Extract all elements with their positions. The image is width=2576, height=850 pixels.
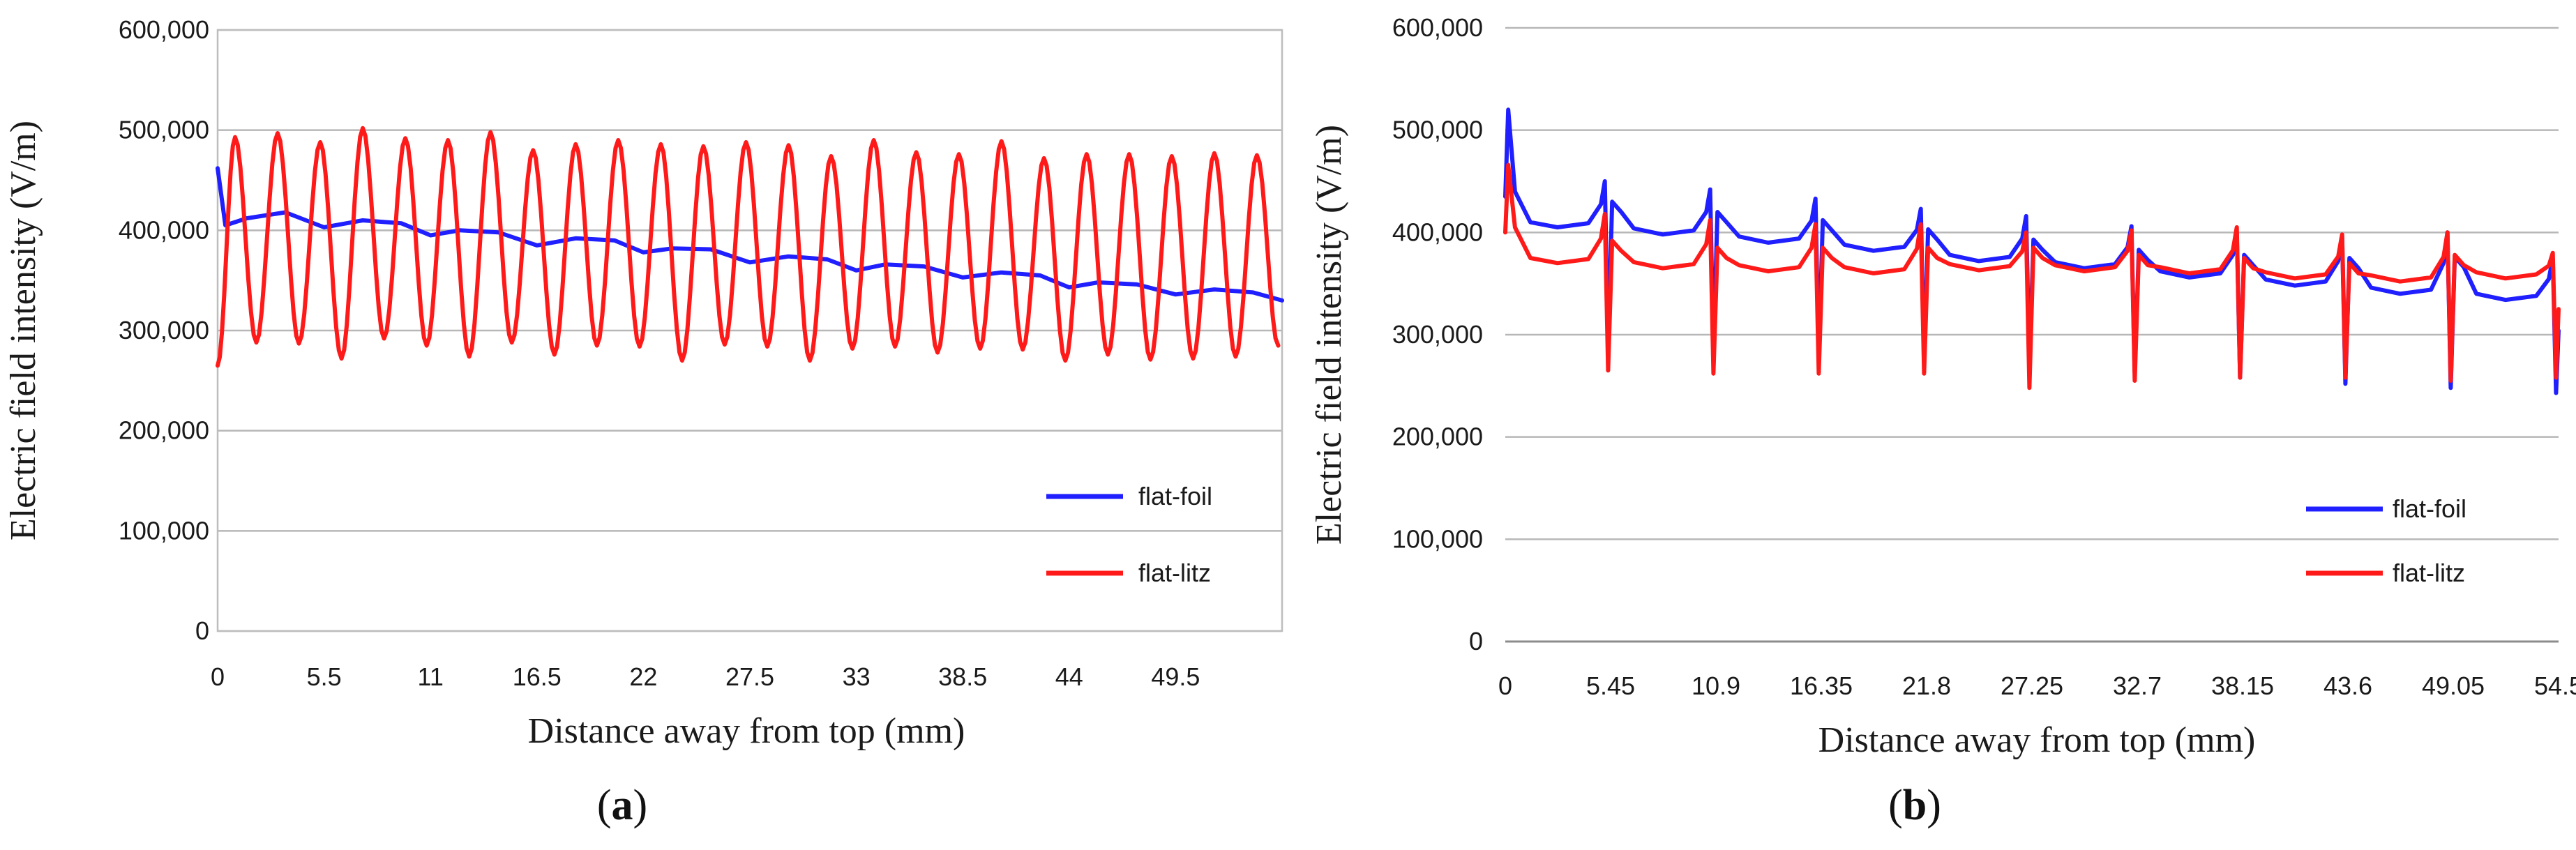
panel-label-a: (a) xyxy=(597,782,647,829)
y-tick-labels-b: 0 100,000 200,000 300,000 400,000 500,000 600,… xyxy=(1392,13,1483,655)
x-tick-b-9: 49.05 xyxy=(2422,671,2485,700)
y-tick-a-6: 600,000 xyxy=(119,15,209,44)
x-tick-a-3: 16.5 xyxy=(513,662,562,691)
x-tick-b-8: 43.6 xyxy=(2323,671,2372,700)
y-tick-b-1: 100,000 xyxy=(1392,524,1483,553)
chart-panel-b: 0 100,000 200,000 300,000 400,000 500,000 600,… xyxy=(1309,13,2576,829)
y-tick-b-2: 200,000 xyxy=(1392,423,1483,451)
legend-label-flat-foil-b: flat-foil xyxy=(2393,494,2466,523)
y-tick-b-0: 0 xyxy=(1469,627,1483,655)
x-tick-b-7: 38.15 xyxy=(2211,671,2274,700)
x-tick-a-5: 27.5 xyxy=(725,662,774,691)
legend-a: flat-foil flat-litz xyxy=(1046,482,1212,587)
x-tick-a-1: 5.5 xyxy=(307,662,342,691)
panel-letter-b: b xyxy=(1903,782,1927,829)
y-tick-labels-a: 0 100,000 200,000 300,000 400,000 500,000 600,… xyxy=(119,15,209,645)
series-layer-a xyxy=(216,126,1284,368)
x-tick-b-5: 27.25 xyxy=(2001,671,2063,700)
x-tick-labels-b: 0 5.45 10.9 16.35 21.8 27.25 32.7 38.15 43.6 49.0… xyxy=(1498,671,2576,700)
x-tick-a-2: 11 xyxy=(418,662,444,691)
legend-label-flat-litz-b: flat-litz xyxy=(2393,559,2465,587)
y-tick-a-3: 300,000 xyxy=(119,316,209,344)
x-tick-labels-a: 0 5.5 11 16.5 22 27.5 33 38.5 44 49.5 xyxy=(211,662,1200,691)
y-tick-b-4: 400,000 xyxy=(1392,218,1483,246)
series-line-flat-foil-a xyxy=(216,166,1284,303)
panel-paren-close-b: ) xyxy=(1927,782,1941,829)
panel-paren-open-a: ( xyxy=(597,782,612,829)
x-tick-b-6: 32.7 xyxy=(2113,671,2162,700)
panel-label-b: (b) xyxy=(1888,782,1941,829)
series-line-flat-litz-b xyxy=(1503,162,2561,390)
legend-label-flat-foil-a: flat-foil xyxy=(1138,482,1212,510)
panel-letter-a: a xyxy=(612,782,633,829)
x-tick-a-4: 22 xyxy=(629,662,657,691)
legend-b: flat-foil flat-litz xyxy=(2306,494,2466,587)
x-tick-a-8: 44 xyxy=(1055,662,1083,691)
gridlines-a xyxy=(218,29,1282,632)
series-line-flat-litz-a xyxy=(216,126,1281,368)
x-tick-a-6: 33 xyxy=(843,662,871,691)
x-axis-label-a: Distance away from top (mm) xyxy=(528,711,965,751)
x-tick-b-10: 54.5 xyxy=(2534,671,2576,700)
plot-frame-a xyxy=(216,29,1283,632)
y-axis-label-b: Electric field intensity (V/m) xyxy=(1309,125,1349,545)
panel-paren-open-b: ( xyxy=(1888,782,1903,829)
x-axis-label-b: Distance away from top (mm) xyxy=(1818,720,2256,760)
y-tick-a-0: 0 xyxy=(195,616,209,645)
y-tick-a-4: 400,000 xyxy=(119,215,209,244)
y-tick-b-5: 500,000 xyxy=(1392,116,1483,144)
legend-label-flat-litz-a: flat-litz xyxy=(1138,559,1211,587)
x-tick-b-2: 10.9 xyxy=(1692,671,1740,700)
x-tick-b-0: 0 xyxy=(1498,671,1512,700)
x-tick-a-9: 49.5 xyxy=(1151,662,1200,691)
x-tick-a-7: 38.5 xyxy=(938,662,987,691)
y-tick-a-1: 100,000 xyxy=(119,516,209,545)
y-tick-a-5: 500,000 xyxy=(119,116,209,144)
chart-panel-a: 0 100,000 200,000 300,000 400,000 500,000 600,… xyxy=(3,15,1284,829)
series-layer-b xyxy=(1503,107,2561,395)
y-tick-b-6: 600,000 xyxy=(1392,13,1483,42)
y-tick-a-2: 200,000 xyxy=(119,416,209,445)
y-tick-b-3: 300,000 xyxy=(1392,320,1483,349)
x-tick-b-3: 16.35 xyxy=(1790,671,1853,700)
y-axis-label-a: Electric field intensity (V/m) xyxy=(3,121,43,540)
x-tick-a-0: 0 xyxy=(211,662,225,691)
panel-paren-close-a: ) xyxy=(633,782,648,829)
x-tick-b-1: 5.45 xyxy=(1586,671,1635,700)
x-tick-b-4: 21.8 xyxy=(1902,671,1951,700)
